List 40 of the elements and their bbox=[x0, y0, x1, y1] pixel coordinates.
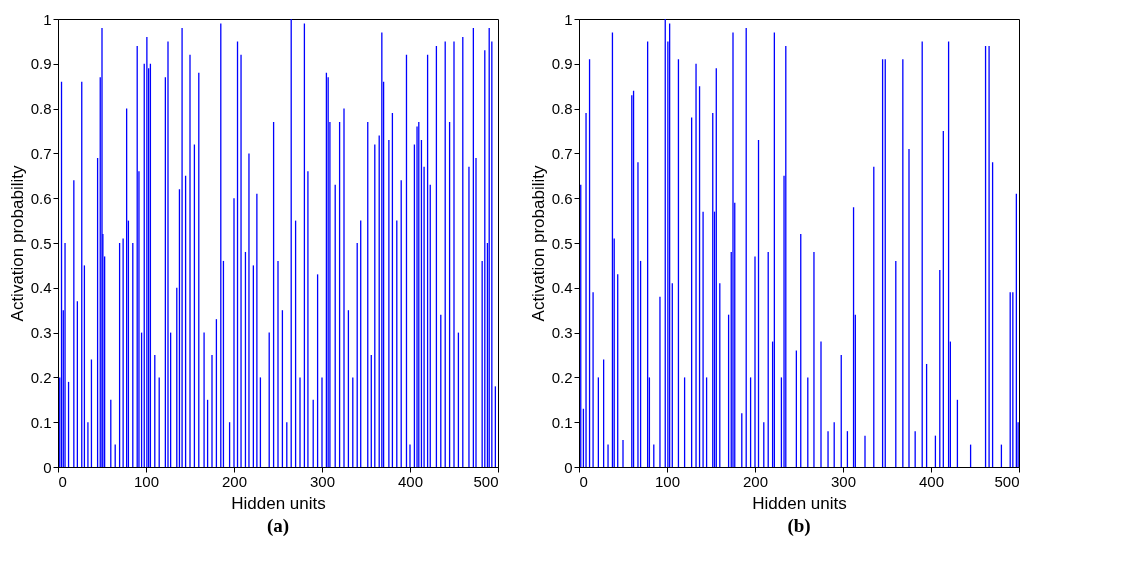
y-tick-label: 0.6 bbox=[551, 189, 573, 207]
x-axis-title: Hidden units bbox=[752, 493, 847, 513]
x-tick-label: 300 bbox=[309, 472, 336, 490]
y-tick-label: 0 bbox=[43, 458, 52, 476]
y-tick-label: 0.4 bbox=[551, 279, 573, 297]
y-tick-label: 0.9 bbox=[551, 55, 573, 73]
y-tick-label: 0.7 bbox=[551, 144, 573, 162]
x-tick-label: 200 bbox=[742, 472, 769, 490]
text: (a) bbox=[266, 515, 290, 537]
x-tick-label: 100 bbox=[133, 472, 160, 490]
y-tick-label: 0.8 bbox=[551, 100, 573, 118]
y-tick-label: 1 bbox=[43, 10, 52, 28]
x-tick-label: 400 bbox=[397, 472, 424, 490]
y-tick-label: 0.9 bbox=[30, 55, 52, 73]
y-tick-label: 0.3 bbox=[30, 324, 52, 342]
y-tick-label: 1 bbox=[564, 10, 573, 28]
text: (b) bbox=[787, 515, 811, 537]
y-tick-label: 0.2 bbox=[30, 368, 52, 386]
x-tick-label: 300 bbox=[830, 472, 857, 490]
y-tick-label: 0.6 bbox=[30, 189, 52, 207]
y-tick-label: 0.4 bbox=[30, 279, 52, 297]
y-tick-label: 0.1 bbox=[551, 413, 573, 431]
y-tick-label: 0 bbox=[564, 458, 573, 476]
x-tick-label: 400 bbox=[918, 472, 945, 490]
y-tick-label: 0.5 bbox=[30, 234, 52, 252]
x-tick-label: 500 bbox=[994, 472, 1020, 490]
x-tick-label: 200 bbox=[221, 472, 248, 490]
y-tick-label: 0.2 bbox=[551, 368, 573, 386]
x-tick-label: 0 bbox=[58, 472, 67, 490]
y-tick-label: 0.7 bbox=[30, 144, 52, 162]
y-axis-title: Activation probability bbox=[7, 165, 27, 322]
y-tick-label: 0.1 bbox=[30, 413, 52, 431]
y-tick-label: 0.8 bbox=[30, 100, 52, 118]
x-tick-label: 0 bbox=[579, 472, 588, 490]
y-tick-label: 0.5 bbox=[551, 234, 573, 252]
y-axis-title: Activation probability bbox=[528, 165, 548, 322]
x-axis-title: Hidden units bbox=[231, 493, 326, 513]
x-tick-label: 500 bbox=[473, 472, 499, 490]
y-tick-label: 0.3 bbox=[551, 324, 573, 342]
x-tick-label: 100 bbox=[654, 472, 681, 490]
